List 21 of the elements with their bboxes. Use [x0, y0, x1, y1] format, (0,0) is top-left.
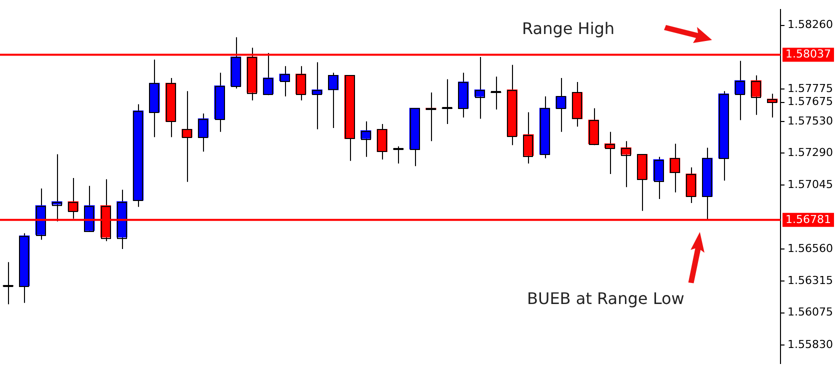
annotation: BUEB at Range Low [527, 289, 684, 308]
y-tick-label: 1.58260 [788, 18, 834, 32]
ref-line-label: 1.56781 [786, 212, 832, 226]
candlestick [669, 143, 680, 193]
y-tick-label: 1.57290 [788, 146, 834, 159]
ref-line-label: 1.58037 [786, 48, 832, 61]
candlestick [426, 92, 436, 142]
y-tick-label: 1.55830 [788, 338, 834, 351]
candlestick [376, 124, 388, 160]
candlestick [556, 77, 566, 132]
y-tick-label: 1.56075 [788, 306, 834, 319]
y-tick-label: 1.56560 [788, 242, 834, 255]
y-tick-label: 1.57530 [788, 114, 834, 128]
y-tick-label: 1.57775 [788, 82, 834, 96]
candlestick [767, 93, 778, 118]
annotation: Range High [522, 19, 615, 38]
y-tick-label: 1.57675 [788, 95, 834, 108]
candlestick [328, 72, 339, 128]
y-tick-label: 1.56315 [788, 274, 834, 288]
y-tick-label: 1.57045 [788, 178, 834, 192]
candlestick [686, 166, 696, 204]
